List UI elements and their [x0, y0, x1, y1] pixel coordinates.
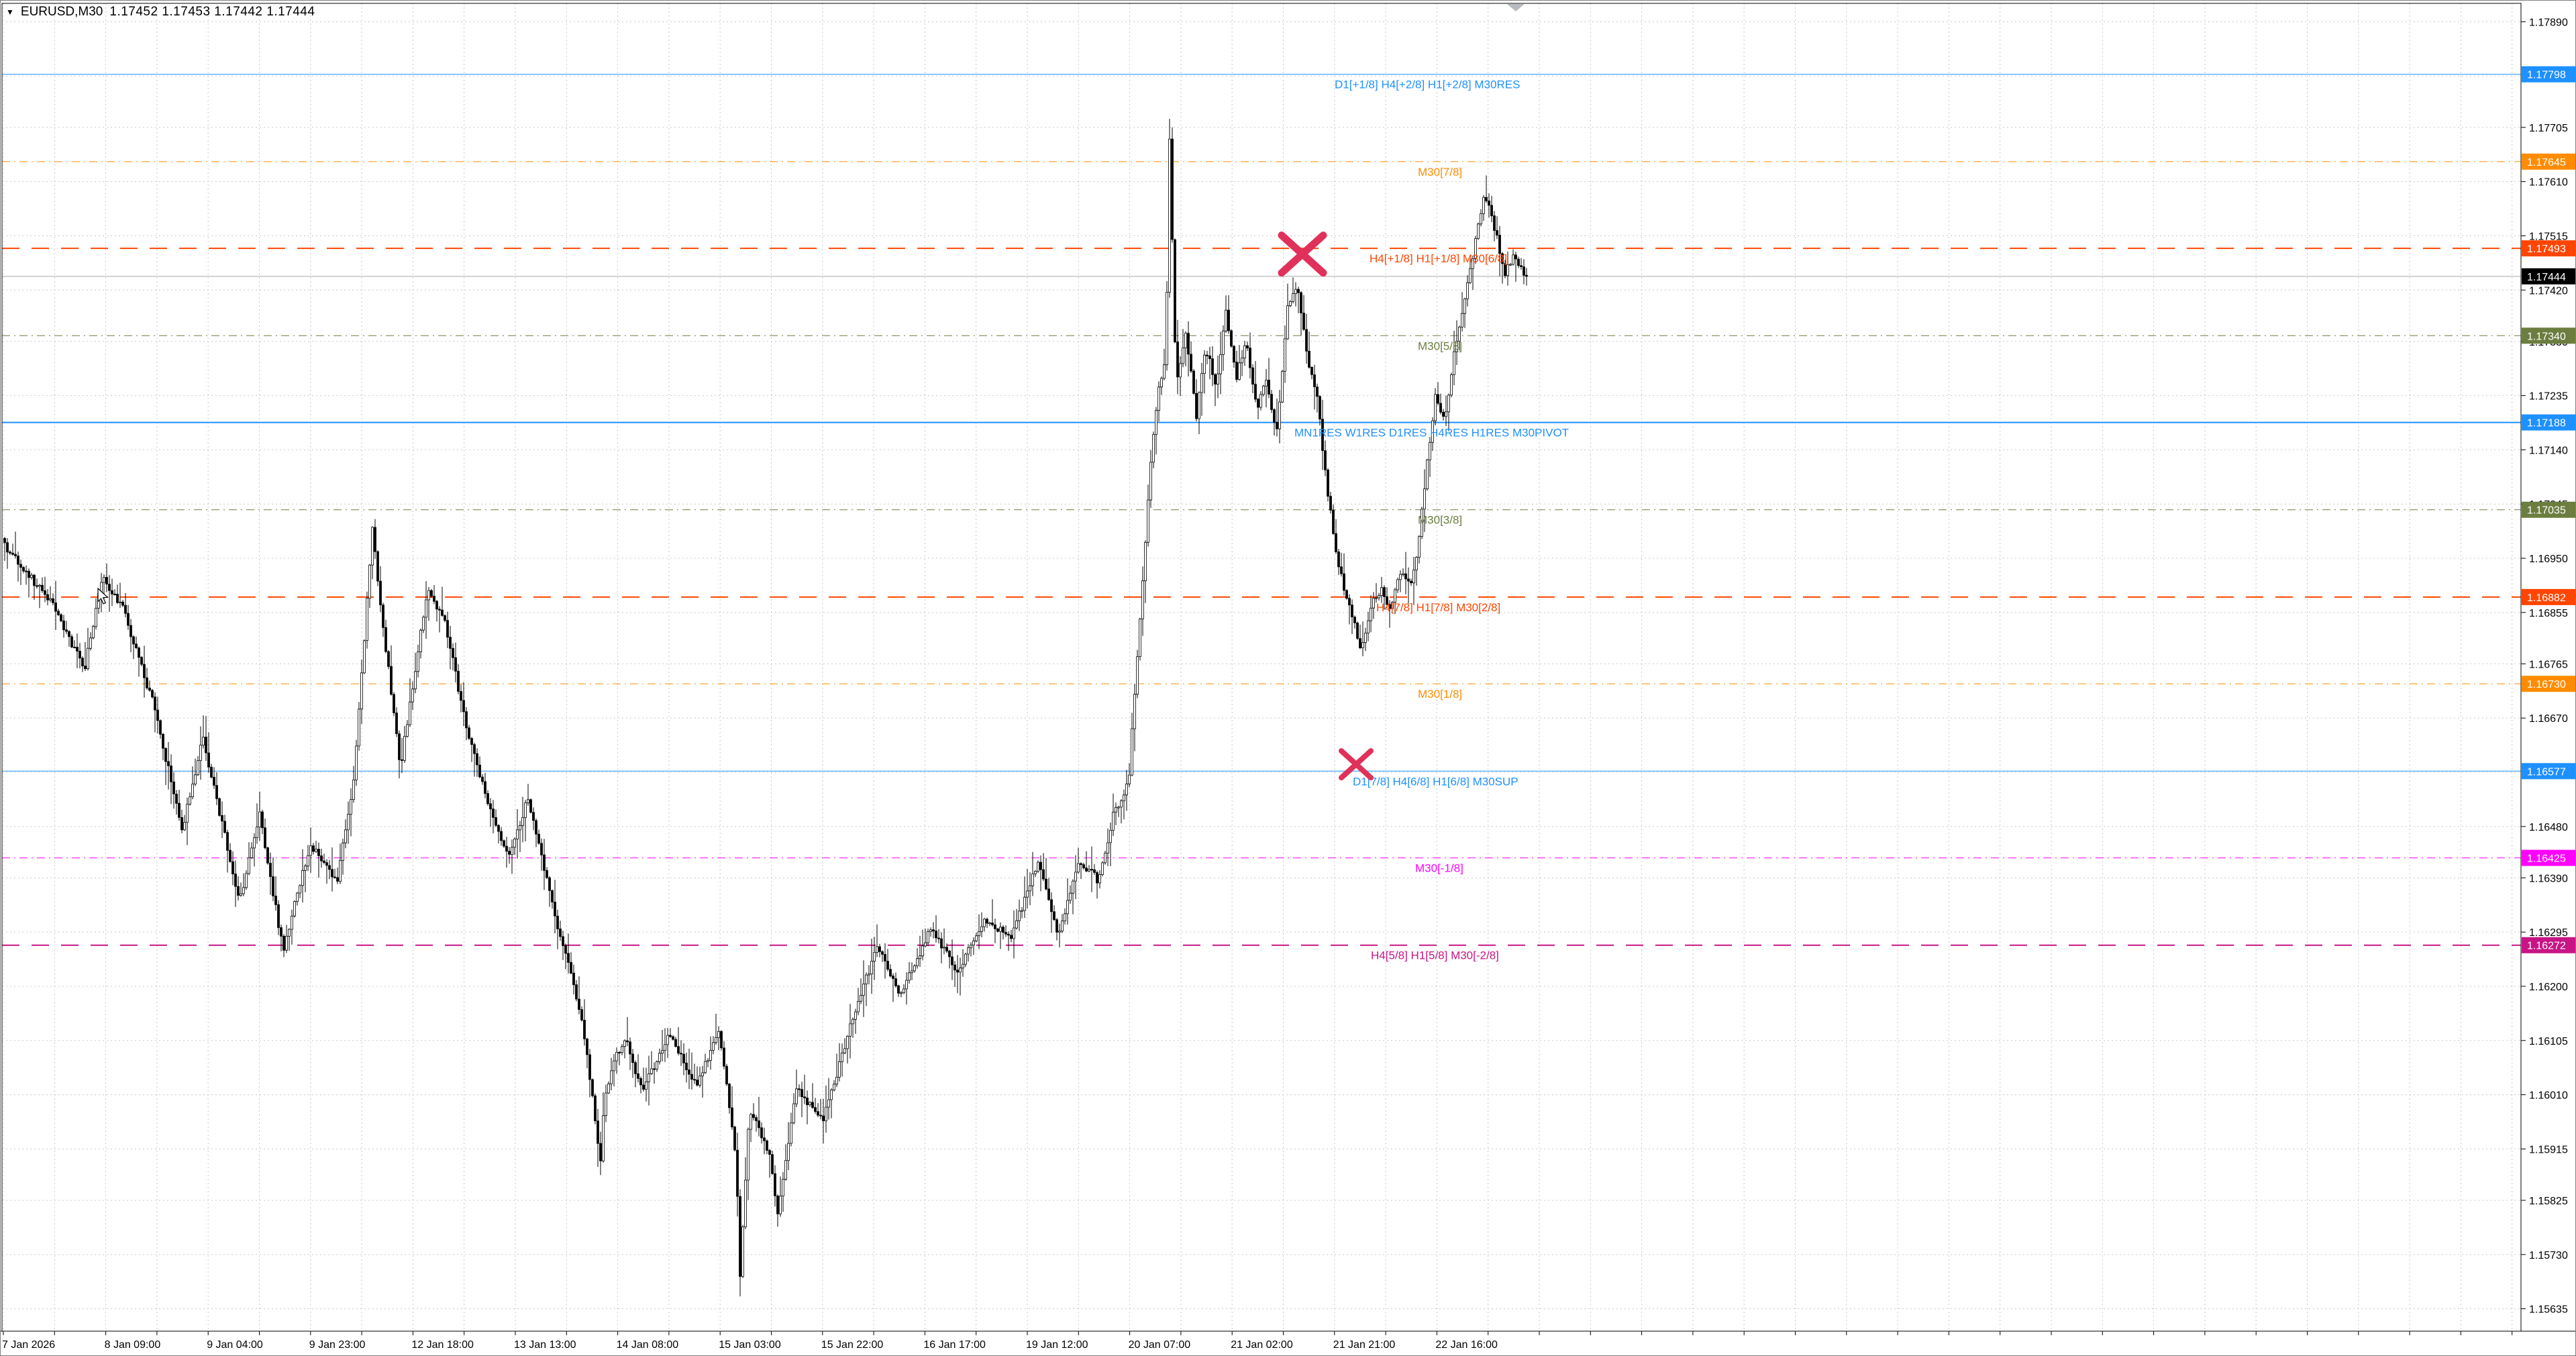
price-level-box [2522, 153, 2575, 170]
y-axis-label: 1.16670 [2529, 713, 2568, 725]
current-price-box-label: 1.17444 [2527, 272, 2566, 283]
y-axis-label: 1.15635 [2529, 1304, 2568, 1316]
price-level-box-label: 1.17798 [2527, 70, 2566, 81]
price-level-box-label: 1.16882 [2527, 592, 2566, 604]
price-level-box [2522, 937, 2575, 953]
y-axis-label: 1.16200 [2529, 982, 2568, 993]
price-level-box [2522, 240, 2575, 257]
x-axis-label: 22 Jan 16:00 [1435, 1339, 1498, 1351]
x-axis-label: 15 Jan 03:00 [719, 1339, 781, 1351]
price-level-box [2522, 849, 2575, 866]
x-axis-label: 16 Jan 17:00 [923, 1339, 986, 1351]
x-axis-label: 19 Jan 12:00 [1026, 1339, 1088, 1351]
y-axis-label: 1.16855 [2529, 608, 2568, 619]
cross-stroke [1278, 231, 1327, 277]
x-axis-label: 13 Jan 13:00 [514, 1339, 576, 1351]
y-axis-label: 1.16390 [2529, 873, 2568, 884]
price-level-box-label: 1.16730 [2527, 679, 2566, 690]
price-level-box-label: 1.17340 [2527, 331, 2566, 342]
y-axis-label: 1.15915 [2529, 1144, 2568, 1155]
level-label: M30[7/8] [1418, 166, 1462, 178]
mouse-cursor-icon [97, 587, 109, 605]
current-price-box [2522, 268, 2575, 284]
price-level-box [2522, 66, 2575, 83]
y-axis-label: 1.16105 [2529, 1036, 2568, 1047]
y-axis-label: 1.17140 [2529, 445, 2568, 456]
price-level-box [2522, 763, 2575, 780]
price-level-box-label: 1.17493 [2527, 244, 2566, 255]
price-level-box [2522, 501, 2575, 518]
y-axis-label: 1.17235 [2529, 391, 2568, 403]
price-level-box-label: 1.17188 [2527, 418, 2566, 429]
symbol-info[interactable]: ▼ EURUSD,M30 1.17452 1.17453 1.17442 1.1… [6, 5, 315, 19]
symbol-title: EURUSD,M30 [20, 5, 103, 19]
price-level-box [2522, 327, 2575, 344]
price-level-box-label: 1.16425 [2527, 853, 2566, 865]
quote-values: 1.17452 1.17453 1.17442 1.17444 [109, 5, 315, 19]
level-label: D1[7/8] H4[6/8] H1[6/8] M30SUP [1353, 775, 1518, 788]
y-axis-label: 1.17420 [2529, 285, 2568, 297]
x-axis-label: 9 Jan 04:00 [207, 1339, 263, 1351]
y-axis-label: 1.16010 [2529, 1090, 2568, 1102]
y-axis-label: 1.16480 [2529, 822, 2568, 833]
level-label: M30[1/8] [1418, 688, 1462, 700]
price-level-box-label: 1.16577 [2527, 766, 2566, 778]
level-label: H4[5/8] H1[5/8] M30[-2/8] [1371, 949, 1499, 962]
x-axis-label: 20 Jan 07:00 [1129, 1339, 1191, 1351]
y-axis-label: 1.16765 [2529, 659, 2568, 670]
candle-bodies-down [3, 138, 1528, 1277]
candle-bodies-up [30, 138, 1514, 1277]
level-label: M30[5/8] [1418, 340, 1462, 352]
sell-cross-marker[interactable] [1339, 748, 1374, 781]
y-axis-label: 1.17610 [2529, 177, 2568, 189]
x-axis-label: 8 Jan 09:00 [105, 1339, 161, 1351]
x-axis-label: 15 Jan 22:00 [821, 1339, 884, 1351]
level-label: M30[3/8] [1418, 514, 1462, 527]
y-axis-label: 1.17515 [2529, 231, 2568, 242]
level-label: H4[7/8] H1[7/8] M30[2/8] [1376, 601, 1500, 614]
y-axis-label: 1.16295 [2529, 927, 2568, 939]
price-level-box [2522, 676, 2575, 692]
symbol-dropdown-icon[interactable]: ▼ [6, 7, 14, 17]
x-axis-label: 12 Jan 18:00 [411, 1339, 474, 1351]
level-label: M30[-1/8] [1415, 862, 1463, 875]
x-axis-label: 7 Jan 2026 [2, 1339, 55, 1351]
price-level-box-label: 1.17645 [2527, 157, 2566, 168]
cross-stroke [1339, 748, 1374, 781]
x-axis-label: 21 Jan 02:00 [1231, 1339, 1293, 1351]
y-axis-label: 1.16950 [2529, 554, 2568, 565]
x-axis-label: 14 Jan 08:00 [617, 1339, 679, 1351]
y-axis-label: 1.17890 [2529, 17, 2568, 28]
price-level-box-label: 1.16272 [2527, 941, 2566, 952]
y-axis-label: 1.17705 [2529, 123, 2568, 134]
y-axis-label: 1.15730 [2529, 1250, 2568, 1261]
level-label: H4[+1/8] H1[+1/8] M30[6/8] [1370, 252, 1507, 265]
level-label: D1[+1/8] H4[+2/8] H1[+2/8] M30RES [1335, 79, 1520, 91]
chart-shift-marker-icon[interactable] [1507, 4, 1525, 11]
level-label: MN1RES W1RES D1RES H4RES H1RES M30PIVOT [1294, 427, 1569, 439]
x-axis-label: 9 Jan 23:00 [309, 1339, 366, 1351]
price-level-box [2522, 588, 2575, 605]
x-axis-label: 21 Jan 21:00 [1333, 1339, 1396, 1351]
price-level-box-label: 1.17035 [2527, 505, 2566, 517]
y-axis-label: 1.15825 [2529, 1196, 2568, 1207]
sell-cross-marker[interactable] [1278, 231, 1327, 277]
price-level-box [2522, 414, 2575, 431]
